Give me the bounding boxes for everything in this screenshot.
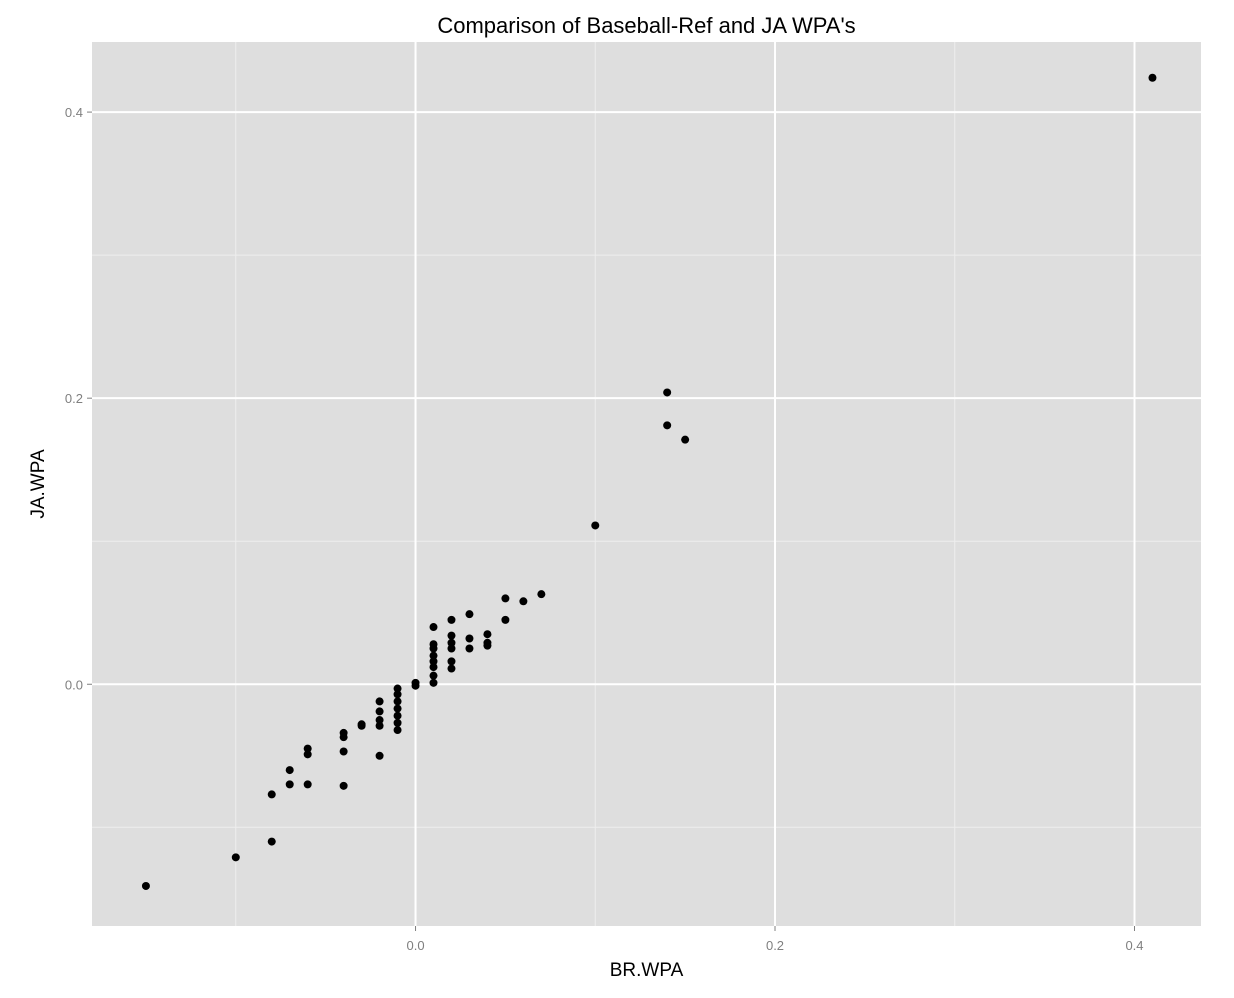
data-point — [663, 388, 672, 397]
data-point — [681, 435, 690, 444]
data-point — [267, 837, 276, 846]
data-point — [1148, 73, 1157, 82]
data-point — [393, 726, 402, 735]
data-point — [465, 644, 474, 653]
data-point — [537, 590, 546, 599]
data-point — [483, 638, 492, 647]
axis-ticks: 0.0 0.2 0.4 0.0 0.2 0.4 — [65, 105, 1144, 953]
data-point — [429, 623, 438, 632]
data-point — [303, 750, 312, 759]
data-point — [429, 671, 438, 680]
y-tick-label: 0.2 — [65, 391, 83, 406]
data-point — [375, 707, 384, 716]
data-point — [375, 721, 384, 730]
data-point — [447, 664, 456, 673]
plot-panel — [92, 42, 1201, 926]
data-point — [375, 697, 384, 706]
data-point — [303, 744, 312, 753]
data-point — [411, 678, 420, 687]
data-point — [519, 597, 528, 606]
data-point — [429, 663, 438, 672]
data-point — [393, 684, 402, 693]
data-point — [483, 630, 492, 639]
data-point — [339, 747, 348, 756]
data-point — [591, 521, 600, 530]
data-point — [465, 610, 474, 619]
data-point — [429, 651, 438, 660]
data-point — [141, 881, 150, 890]
data-point — [447, 644, 456, 653]
y-tick-label: 0.4 — [65, 105, 83, 120]
data-point — [429, 640, 438, 649]
data-point — [393, 718, 402, 727]
data-point — [393, 690, 402, 699]
data-point — [375, 716, 384, 725]
data-point — [393, 711, 402, 720]
data-point — [501, 594, 510, 603]
data-points — [141, 73, 1157, 890]
data-point — [447, 657, 456, 666]
data-point — [339, 728, 348, 737]
data-point — [465, 634, 474, 643]
data-point — [267, 790, 276, 799]
y-axis-title: JA.WPA — [28, 449, 49, 519]
data-point — [447, 631, 456, 640]
chart-title: Comparison of Baseball-Ref and JA WPA's — [437, 13, 855, 38]
data-point — [429, 678, 438, 687]
data-point — [231, 853, 240, 862]
data-point — [447, 638, 456, 647]
data-point — [339, 781, 348, 790]
gridlines — [92, 42, 1201, 926]
x-tick-label: 0.4 — [1125, 938, 1143, 953]
data-point — [663, 421, 672, 430]
x-axis-title: BR.WPA — [610, 960, 684, 981]
data-point — [447, 615, 456, 624]
data-point — [357, 720, 366, 729]
data-point — [375, 751, 384, 760]
data-point — [303, 780, 312, 789]
x-tick-label: 0.2 — [766, 938, 784, 953]
data-point — [501, 615, 510, 624]
data-point — [285, 780, 294, 789]
data-point — [429, 657, 438, 666]
data-point — [393, 704, 402, 713]
x-tick-label: 0.0 — [406, 938, 424, 953]
y-tick-label: 0.0 — [65, 677, 83, 692]
data-point — [393, 697, 402, 706]
data-point — [285, 766, 294, 775]
